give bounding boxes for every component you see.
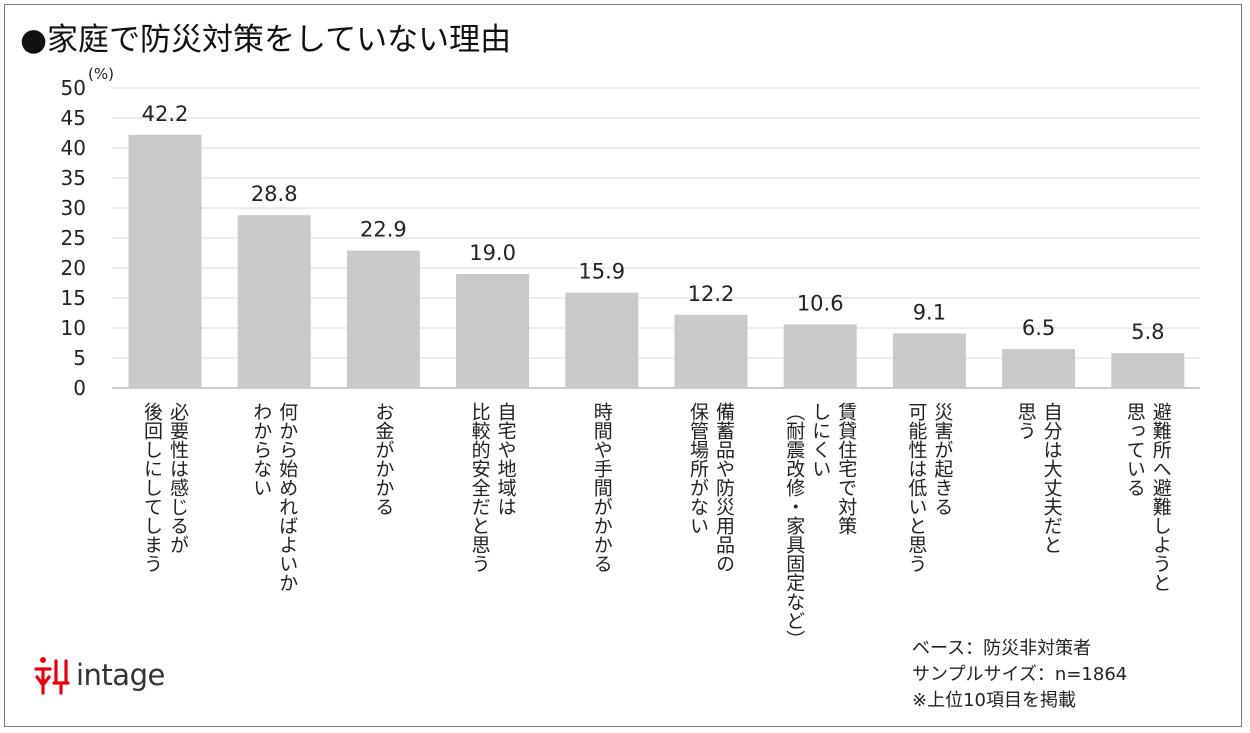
x-tick-label: 自宅や地域は	[495, 402, 517, 516]
y-unit-label: (%)	[88, 65, 114, 83]
data-label: 5.8	[1131, 320, 1164, 344]
x-tick-label: 比較的安全だと思う	[469, 402, 491, 573]
y-tick-label: 20	[61, 256, 86, 280]
x-tick-label: 備蓄品や防災用品の	[713, 402, 735, 573]
x-tick-label: 賃貸住宅で対策	[835, 402, 857, 535]
data-label: 42.2	[142, 102, 189, 126]
bar	[1111, 353, 1185, 388]
bar	[1002, 349, 1076, 388]
data-label: 28.8	[251, 182, 298, 206]
x-tick-label: 可能性は低いと思う	[905, 402, 927, 573]
y-tick-label: 40	[61, 136, 86, 160]
bar	[237, 215, 311, 388]
x-tick-label: 保管場所がない	[687, 402, 709, 535]
y-tick-label: 15	[61, 286, 86, 310]
note-sample-size: サンプルサイズ：n=1864	[912, 664, 1128, 685]
bar	[674, 314, 748, 388]
x-tick-label: 避難所へ避難しようと	[1150, 402, 1172, 592]
data-label: 9.1	[913, 300, 946, 324]
x-tick-label: 時間や手間がかかる	[591, 402, 613, 573]
x-tick-label: わからない	[250, 402, 272, 497]
data-label: 15.9	[578, 260, 625, 284]
bar	[346, 250, 420, 388]
data-label: 19.0	[469, 241, 516, 265]
y-tick-label: 50	[61, 76, 86, 100]
x-tick-label: 思っている	[1124, 402, 1146, 497]
data-label: 22.9	[360, 218, 407, 242]
data-label: 6.5	[1022, 316, 1055, 340]
y-tick-label: 25	[61, 226, 86, 250]
bar	[783, 324, 857, 388]
intage-logo: intage	[34, 655, 165, 695]
data-label: 12.2	[688, 282, 735, 306]
y-tick-label: 35	[61, 166, 86, 190]
y-tick-label: 5	[73, 346, 86, 370]
note-base: ベース：防災非対策者	[912, 638, 1092, 659]
y-tick-label: 45	[61, 106, 86, 130]
note-top10: ※上位10項目を掲載	[912, 690, 1076, 711]
bar	[456, 274, 530, 388]
y-tick-label: 0	[73, 376, 86, 400]
x-tick-label: 自分は大丈夫だと	[1041, 402, 1063, 554]
y-tick-label: 10	[61, 316, 86, 340]
x-tick-label: お金がかかる	[372, 402, 394, 516]
chart-notes: ベース：防災非対策者 サンプルサイズ：n=1864 ※上位10項目を掲載	[912, 636, 1127, 714]
y-tick-label: 30	[61, 196, 86, 220]
x-tick-label: 災害が起きる	[931, 402, 953, 516]
bar	[128, 134, 202, 388]
x-tick-label: 思う	[1015, 402, 1037, 440]
x-tick-label: 必要性は感じるが	[167, 402, 189, 554]
data-label: 10.6	[797, 291, 844, 315]
x-tick-label: 後回しにしてしまう	[141, 402, 163, 573]
x-tick-label: 何から始めればよいか	[276, 402, 298, 592]
logo-wordmark: intage	[76, 658, 165, 692]
page-title: ●家庭で防災対策をしていない理由	[20, 22, 512, 58]
intage-mark-icon	[34, 657, 70, 695]
x-tick-label: しにくい	[809, 402, 831, 478]
bar	[565, 292, 639, 388]
bar	[892, 333, 966, 388]
x-tick-label: （耐震改修・家具固定など）	[783, 402, 805, 649]
